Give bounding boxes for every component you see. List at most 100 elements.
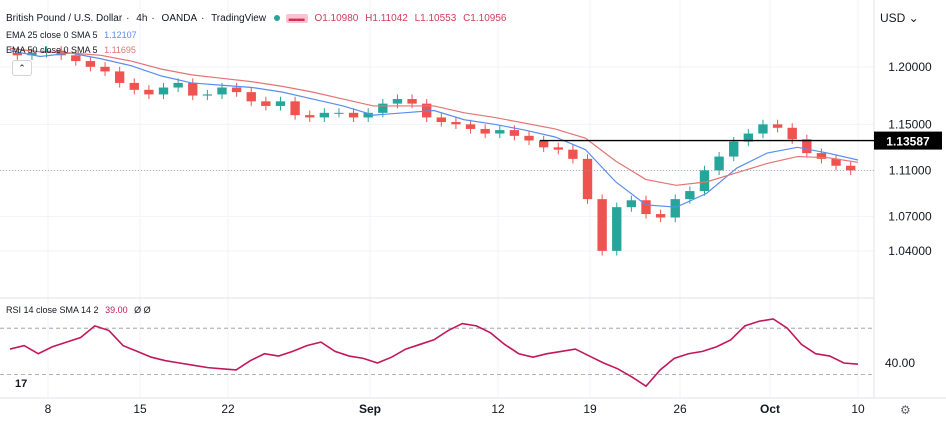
candle-body bbox=[71, 55, 81, 62]
candle-body bbox=[290, 101, 300, 116]
candle-body bbox=[612, 207, 622, 251]
candle-body bbox=[816, 153, 827, 159]
time-tick-label: 22 bbox=[221, 402, 235, 416]
time-tick-label: Oct bbox=[760, 402, 780, 416]
alert-tag[interactable]: ▬▬ bbox=[285, 14, 308, 23]
candle-body bbox=[655, 214, 666, 218]
price-tick-label: 1.07000 bbox=[888, 209, 932, 223]
candle-body bbox=[553, 147, 563, 150]
price-tick-label: 1.11000 bbox=[889, 163, 932, 177]
candle-body bbox=[129, 82, 139, 90]
ema50-label: EMA 50 close 0 SMA 5 bbox=[6, 45, 98, 55]
candle-body bbox=[495, 130, 505, 134]
candle-body bbox=[12, 53, 22, 56]
candle-body bbox=[261, 101, 271, 106]
market-status-icon bbox=[273, 15, 280, 22]
low-value: L1.10553 bbox=[414, 13, 457, 24]
candle-body bbox=[846, 165, 856, 171]
open-value: O1.10980 bbox=[314, 13, 359, 24]
exchange-label: OANDA bbox=[161, 13, 198, 24]
candle-body bbox=[217, 87, 227, 95]
ema25-label: EMA 25 close 0 SMA 5 bbox=[6, 30, 98, 40]
candle-body bbox=[685, 191, 695, 200]
candle-body bbox=[802, 139, 812, 154]
candle-body bbox=[114, 71, 125, 83]
candle-body bbox=[670, 199, 680, 218]
price-tick-label: 1.20000 bbox=[888, 60, 932, 74]
candle-body bbox=[392, 99, 403, 104]
level-price-badge bbox=[874, 131, 942, 150]
tradingview-logo-icon[interactable]: 17 bbox=[15, 378, 28, 390]
candle-body bbox=[319, 112, 330, 118]
ema25-value: 1.12107 bbox=[104, 30, 137, 40]
candle-body bbox=[348, 112, 359, 118]
candle-body bbox=[597, 199, 607, 251]
price-tick-label: 1.04000 bbox=[888, 244, 932, 258]
rsi-value: 39.00 bbox=[105, 305, 128, 315]
candle-body bbox=[305, 115, 315, 118]
candle-body bbox=[538, 140, 549, 148]
candle-body bbox=[27, 53, 37, 56]
candle-body bbox=[144, 89, 154, 95]
rsi-legend[interactable]: RSI 14 close SMA 14 2 39.00 Ø Ø bbox=[6, 305, 155, 315]
symbol-legend[interactable]: British Pound / U.S. Dollar · 4h · OANDA · … bbox=[6, 13, 507, 24]
candle-body bbox=[100, 66, 110, 72]
ema25-legend[interactable]: EMA 25 close 0 SMA 5 1.12107 bbox=[6, 30, 141, 40]
time-tick-label: 10 bbox=[851, 402, 865, 416]
ema25-line bbox=[9, 50, 859, 208]
candle-body bbox=[378, 103, 388, 113]
time-tick-label: 12 bbox=[491, 402, 505, 416]
candle-body bbox=[582, 158, 593, 200]
rsi-axis-label: 40.00 bbox=[885, 356, 915, 370]
ema50-legend[interactable]: EMA 50 close 0 SMA 5 1.11695 bbox=[6, 45, 140, 55]
candle-body bbox=[275, 101, 286, 106]
platform-label: TradingView bbox=[211, 13, 267, 24]
symbol-name: British Pound / U.S. Dollar bbox=[6, 13, 123, 24]
candle-body bbox=[173, 82, 183, 88]
time-tick-label: 8 bbox=[45, 402, 52, 416]
candle-body bbox=[787, 127, 797, 140]
candle-body bbox=[363, 112, 373, 118]
close-value: C1.10956 bbox=[463, 13, 507, 24]
currency-selector[interactable]: USD ⌄ bbox=[880, 11, 919, 25]
candle-body bbox=[831, 158, 841, 166]
time-tick-label: 19 bbox=[583, 402, 597, 416]
ema50-value: 1.11695 bbox=[104, 45, 136, 55]
time-tick-label: Sep bbox=[359, 402, 381, 416]
gear-icon[interactable]: ⚙ bbox=[900, 403, 911, 417]
candle-body bbox=[626, 200, 637, 208]
rsi-extra: Ø Ø bbox=[134, 305, 151, 315]
candle-body bbox=[451, 122, 461, 125]
candle-body bbox=[465, 124, 476, 129]
time-tick-label: 15 bbox=[133, 402, 147, 416]
candle-body bbox=[524, 135, 534, 141]
candle-body bbox=[568, 149, 578, 159]
candle-body bbox=[699, 170, 710, 192]
currency-label: USD bbox=[880, 11, 906, 25]
candle-body bbox=[202, 94, 213, 96]
candle-body bbox=[407, 99, 417, 104]
rsi-label: RSI 14 close SMA 14 2 bbox=[6, 305, 99, 315]
candle-body bbox=[188, 82, 198, 96]
ema50-line bbox=[9, 47, 859, 186]
time-tick-label: 26 bbox=[673, 402, 687, 416]
level-price-label: 1.13587 bbox=[886, 135, 930, 149]
candle-body bbox=[231, 87, 242, 93]
candle-body bbox=[729, 141, 739, 157]
interval-label: 4h bbox=[136, 13, 148, 24]
price-tick-label: 1.15000 bbox=[888, 117, 932, 131]
candle-body bbox=[714, 156, 724, 171]
candle-body bbox=[436, 117, 446, 123]
candle-body bbox=[758, 124, 768, 134]
rsi-line bbox=[9, 318, 859, 388]
candle-body bbox=[158, 87, 169, 95]
candle-body bbox=[85, 61, 96, 67]
candle-body bbox=[246, 92, 256, 102]
candle-body bbox=[641, 200, 651, 215]
candle-body bbox=[509, 130, 520, 136]
high-value: H1.11042 bbox=[365, 13, 408, 24]
candle-body bbox=[480, 128, 490, 134]
collapse-legend-button[interactable]: ⌃ bbox=[12, 60, 32, 76]
candle-body bbox=[334, 112, 344, 114]
